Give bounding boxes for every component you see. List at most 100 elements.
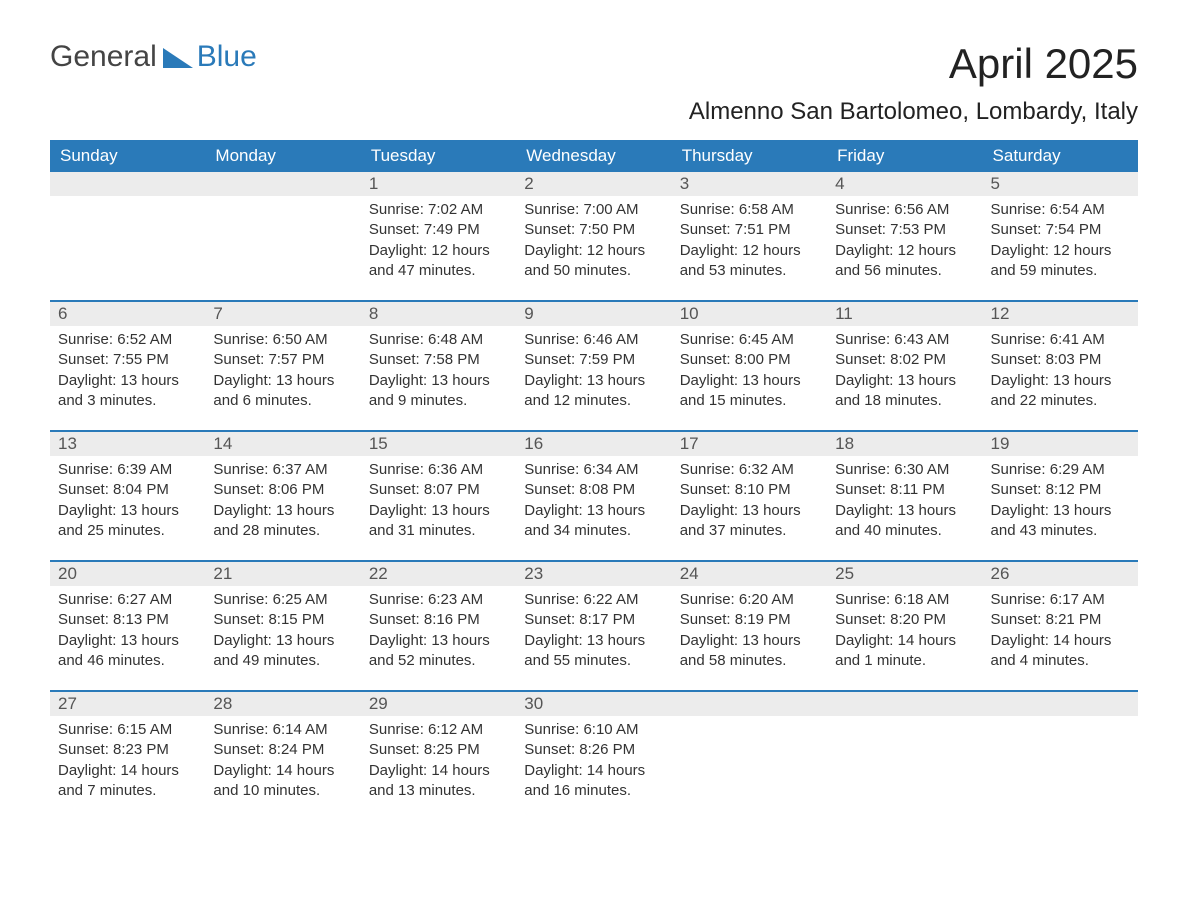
daylight-text: Daylight: 14 hours and 4 minutes. [991,631,1130,672]
day-body: Sunrise: 7:00 AMSunset: 7:50 PMDaylight:… [516,196,671,291]
daylight-text: Daylight: 13 hours and 3 minutes. [58,371,197,412]
day-body: Sunrise: 6:20 AMSunset: 8:19 PMDaylight:… [672,586,827,681]
calendar-day-cell: 15Sunrise: 6:36 AMSunset: 8:07 PMDayligh… [361,432,516,560]
sunrise-text: Sunrise: 6:34 AM [524,460,663,480]
day-number [205,172,360,196]
calendar-day-cell: 3Sunrise: 6:58 AMSunset: 7:51 PMDaylight… [672,172,827,300]
sunset-text: Sunset: 7:55 PM [58,350,197,370]
calendar-day-cell: 30Sunrise: 6:10 AMSunset: 8:26 PMDayligh… [516,692,671,820]
calendar-day-cell: 25Sunrise: 6:18 AMSunset: 8:20 PMDayligh… [827,562,982,690]
sunrise-text: Sunrise: 6:20 AM [680,590,819,610]
weekday-header: Friday [827,140,982,172]
sunrise-text: Sunrise: 6:54 AM [991,200,1130,220]
day-number: 5 [983,172,1138,196]
daylight-text: Daylight: 13 hours and 15 minutes. [680,371,819,412]
sunrise-text: Sunrise: 7:02 AM [369,200,508,220]
daylight-text: Daylight: 13 hours and 6 minutes. [213,371,352,412]
sunrise-text: Sunrise: 6:36 AM [369,460,508,480]
daylight-text: Daylight: 14 hours and 13 minutes. [369,761,508,802]
calendar-day-cell: 5Sunrise: 6:54 AMSunset: 7:54 PMDaylight… [983,172,1138,300]
day-number: 8 [361,302,516,326]
calendar-day-cell: 13Sunrise: 6:39 AMSunset: 8:04 PMDayligh… [50,432,205,560]
day-number [50,172,205,196]
day-body: Sunrise: 6:34 AMSunset: 8:08 PMDaylight:… [516,456,671,551]
sunrise-text: Sunrise: 6:45 AM [680,330,819,350]
day-body: Sunrise: 6:39 AMSunset: 8:04 PMDaylight:… [50,456,205,551]
weekday-header: Monday [205,140,360,172]
calendar-week: 27Sunrise: 6:15 AMSunset: 8:23 PMDayligh… [50,690,1138,820]
day-number: 12 [983,302,1138,326]
calendar-day-cell [672,692,827,820]
calendar-day-cell: 8Sunrise: 6:48 AMSunset: 7:58 PMDaylight… [361,302,516,430]
sunset-text: Sunset: 7:49 PM [369,220,508,240]
day-number: 30 [516,692,671,716]
day-body: Sunrise: 6:45 AMSunset: 8:00 PMDaylight:… [672,326,827,421]
weekday-header: Sunday [50,140,205,172]
day-body: Sunrise: 6:14 AMSunset: 8:24 PMDaylight:… [205,716,360,811]
logo-text-general: General [50,40,157,74]
sunrise-text: Sunrise: 6:43 AM [835,330,974,350]
calendar-day-cell [983,692,1138,820]
sunset-text: Sunset: 7:53 PM [835,220,974,240]
calendar-day-cell: 11Sunrise: 6:43 AMSunset: 8:02 PMDayligh… [827,302,982,430]
sunrise-text: Sunrise: 6:15 AM [58,720,197,740]
sunset-text: Sunset: 8:25 PM [369,740,508,760]
sunrise-text: Sunrise: 6:12 AM [369,720,508,740]
day-number: 1 [361,172,516,196]
daylight-text: Daylight: 14 hours and 10 minutes. [213,761,352,802]
sunrise-text: Sunrise: 6:23 AM [369,590,508,610]
calendar-day-cell: 28Sunrise: 6:14 AMSunset: 8:24 PMDayligh… [205,692,360,820]
sunrise-text: Sunrise: 6:27 AM [58,590,197,610]
calendar-day-cell: 23Sunrise: 6:22 AMSunset: 8:17 PMDayligh… [516,562,671,690]
day-body: Sunrise: 6:41 AMSunset: 8:03 PMDaylight:… [983,326,1138,421]
sunrise-text: Sunrise: 6:10 AM [524,720,663,740]
calendar-day-cell: 6Sunrise: 6:52 AMSunset: 7:55 PMDaylight… [50,302,205,430]
sunset-text: Sunset: 7:51 PM [680,220,819,240]
sunrise-text: Sunrise: 6:56 AM [835,200,974,220]
day-number: 4 [827,172,982,196]
sunrise-text: Sunrise: 6:14 AM [213,720,352,740]
sunset-text: Sunset: 8:15 PM [213,610,352,630]
day-body: Sunrise: 7:02 AMSunset: 7:49 PMDaylight:… [361,196,516,291]
day-body: Sunrise: 6:43 AMSunset: 8:02 PMDaylight:… [827,326,982,421]
sunrise-text: Sunrise: 6:25 AM [213,590,352,610]
daylight-text: Daylight: 13 hours and 18 minutes. [835,371,974,412]
daylight-text: Daylight: 13 hours and 31 minutes. [369,501,508,542]
day-body: Sunrise: 6:29 AMSunset: 8:12 PMDaylight:… [983,456,1138,551]
calendar-day-cell [827,692,982,820]
sunrise-text: Sunrise: 6:39 AM [58,460,197,480]
day-number: 27 [50,692,205,716]
day-body: Sunrise: 6:15 AMSunset: 8:23 PMDaylight:… [50,716,205,811]
calendar-week: 6Sunrise: 6:52 AMSunset: 7:55 PMDaylight… [50,300,1138,430]
sunset-text: Sunset: 8:08 PM [524,480,663,500]
calendar-week: 1Sunrise: 7:02 AMSunset: 7:49 PMDaylight… [50,172,1138,300]
day-body: Sunrise: 6:50 AMSunset: 7:57 PMDaylight:… [205,326,360,421]
sunset-text: Sunset: 7:58 PM [369,350,508,370]
daylight-text: Daylight: 14 hours and 1 minute. [835,631,974,672]
sunset-text: Sunset: 8:13 PM [58,610,197,630]
day-body: Sunrise: 6:12 AMSunset: 8:25 PMDaylight:… [361,716,516,811]
calendar-day-cell: 19Sunrise: 6:29 AMSunset: 8:12 PMDayligh… [983,432,1138,560]
sunrise-text: Sunrise: 6:46 AM [524,330,663,350]
sunrise-text: Sunrise: 6:41 AM [991,330,1130,350]
sunset-text: Sunset: 8:06 PM [213,480,352,500]
sunset-text: Sunset: 7:54 PM [991,220,1130,240]
day-number: 6 [50,302,205,326]
day-body: Sunrise: 6:37 AMSunset: 8:06 PMDaylight:… [205,456,360,551]
day-number: 26 [983,562,1138,586]
day-number [983,692,1138,716]
day-number: 21 [205,562,360,586]
sunrise-text: Sunrise: 6:58 AM [680,200,819,220]
day-number: 24 [672,562,827,586]
day-number: 11 [827,302,982,326]
day-body: Sunrise: 6:10 AMSunset: 8:26 PMDaylight:… [516,716,671,811]
sunset-text: Sunset: 8:04 PM [58,480,197,500]
day-body: Sunrise: 6:58 AMSunset: 7:51 PMDaylight:… [672,196,827,291]
sunset-text: Sunset: 8:03 PM [991,350,1130,370]
calendar-day-cell: 24Sunrise: 6:20 AMSunset: 8:19 PMDayligh… [672,562,827,690]
daylight-text: Daylight: 12 hours and 50 minutes. [524,241,663,282]
sunset-text: Sunset: 8:23 PM [58,740,197,760]
daylight-text: Daylight: 12 hours and 56 minutes. [835,241,974,282]
sunrise-text: Sunrise: 6:22 AM [524,590,663,610]
daylight-text: Daylight: 12 hours and 47 minutes. [369,241,508,282]
